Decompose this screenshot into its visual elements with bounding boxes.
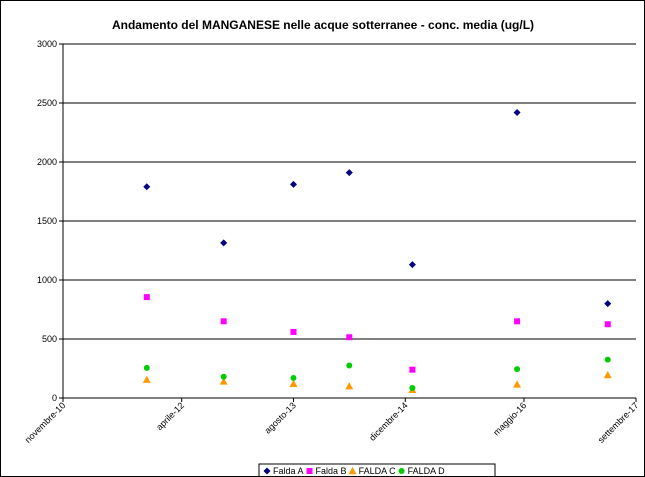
- data-point: [346, 362, 353, 369]
- series-falda-a: [143, 108, 612, 308]
- x-tick-label: aprile-12: [154, 400, 186, 432]
- data-point: [603, 370, 612, 379]
- legend: Falda A Falda B FALDA C FALDA D: [258, 463, 496, 476]
- y-tick-label: 3000: [37, 39, 57, 49]
- data-point: [409, 384, 416, 391]
- data-point: [143, 183, 151, 191]
- data-point: [513, 108, 521, 116]
- data-point: [220, 239, 228, 247]
- x-tick-label: novembre-10: [23, 400, 68, 445]
- data-point: [219, 377, 228, 385]
- legend-label: Falda A: [273, 466, 304, 476]
- x-tick-label: dicembre-14: [367, 400, 409, 442]
- gridlines: [63, 43, 636, 340]
- legend-label: FALDA D: [408, 466, 446, 476]
- y-tick-label: 500: [42, 334, 57, 344]
- series-falda-b: [143, 294, 611, 373]
- data-point: [345, 382, 354, 390]
- data-point: [220, 318, 227, 325]
- x-tick-label: maggio-16: [491, 400, 528, 437]
- legend-label: Falda B: [316, 466, 347, 476]
- legend-marker: [306, 468, 313, 474]
- legend-entry: FALDA D: [398, 466, 446, 476]
- data-point: [289, 180, 297, 188]
- data-point: [289, 379, 298, 388]
- series-falda-c: [142, 370, 612, 393]
- data-point: [513, 380, 522, 388]
- data-point: [514, 366, 521, 373]
- data-point: [346, 334, 353, 341]
- data-point: [290, 328, 297, 335]
- axes: [59, 43, 637, 402]
- x-tick-label: settembre-17: [596, 400, 641, 445]
- legend-marker: [263, 467, 271, 475]
- data-points: [142, 108, 612, 393]
- series-falda-d: [143, 356, 611, 391]
- data-point: [290, 374, 297, 381]
- legend-box: [258, 463, 496, 476]
- y-tick-label: 2000: [37, 157, 57, 167]
- data-point: [604, 300, 612, 308]
- y-tick-label: 1000: [37, 275, 57, 285]
- data-point: [409, 366, 416, 373]
- data-point: [604, 321, 611, 328]
- legend-entry: Falda B: [306, 466, 347, 476]
- data-point: [604, 356, 611, 363]
- y-tick-label: 0: [52, 393, 57, 403]
- y-tick-labels: 0 500 1000 1500 2000 2500 3000: [37, 39, 57, 403]
- chart-title: Andamento del MANGANESE nelle acque sott…: [112, 18, 534, 32]
- data-point: [143, 364, 150, 371]
- data-point: [345, 169, 353, 177]
- legend-entry: Falda A: [263, 466, 304, 476]
- y-tick-label: 1500: [37, 216, 57, 226]
- data-point: [408, 261, 416, 269]
- data-point: [514, 318, 521, 325]
- legend-marker: [398, 468, 405, 474]
- y-tick-label: 2500: [37, 98, 57, 108]
- x-tick-label: agosto-13: [263, 400, 298, 435]
- legend-label: FALDA C: [359, 466, 397, 476]
- x-tick-labels: novembre-10 aprile-12 agosto-13 dicembre-14…: [23, 400, 641, 445]
- data-point: [220, 373, 227, 380]
- legend-entry: FALDA C: [348, 466, 397, 476]
- data-point: [143, 294, 150, 301]
- data-point: [142, 375, 151, 383]
- legend-marker: [348, 467, 357, 475]
